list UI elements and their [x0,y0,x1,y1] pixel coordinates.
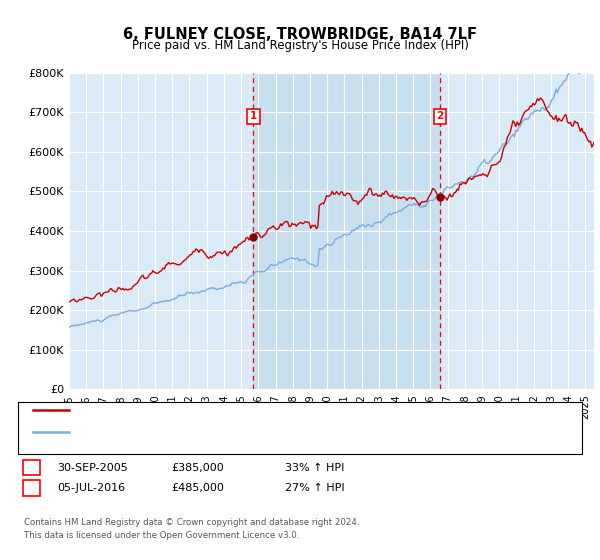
Text: £485,000: £485,000 [171,483,224,493]
Text: Contains HM Land Registry data © Crown copyright and database right 2024.
This d: Contains HM Land Registry data © Crown c… [24,518,359,539]
Text: 2: 2 [436,111,443,122]
Text: Price paid vs. HM Land Registry's House Price Index (HPI): Price paid vs. HM Land Registry's House … [131,39,469,53]
Text: £385,000: £385,000 [171,463,224,473]
Text: HPI: Average price, detached house, Wiltshire: HPI: Average price, detached house, Wilt… [75,427,314,437]
Bar [253,73,440,389]
Text: 27% ↑ HPI: 27% ↑ HPI [285,483,344,493]
Text: 30-SEP-2005: 30-SEP-2005 [57,463,128,473]
Text: 05-JUL-2016: 05-JUL-2016 [57,483,125,493]
Text: 33% ↑ HPI: 33% ↑ HPI [285,463,344,473]
Text: 6, FULNEY CLOSE, TROWBRIDGE, BA14 7LF (detached house): 6, FULNEY CLOSE, TROWBRIDGE, BA14 7LF (d… [75,405,394,416]
Text: 6, FULNEY CLOSE, TROWBRIDGE, BA14 7LF: 6, FULNEY CLOSE, TROWBRIDGE, BA14 7LF [123,27,477,42]
Text: 1: 1 [28,463,35,473]
Text: 2: 2 [28,483,35,493]
Text: 1: 1 [250,111,257,122]
